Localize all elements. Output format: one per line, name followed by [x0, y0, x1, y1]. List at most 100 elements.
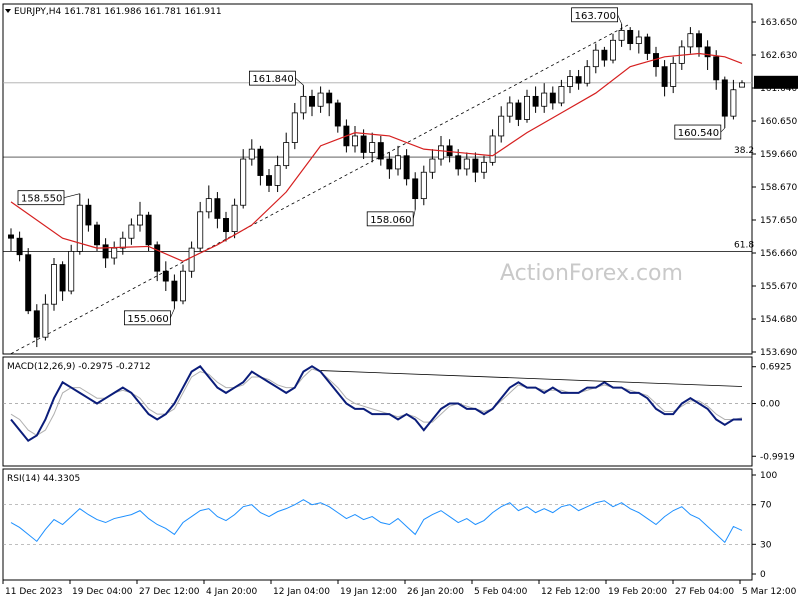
candle-body	[369, 142, 376, 153]
candle	[326, 89, 333, 117]
annotation-leader	[617, 14, 622, 24]
candle	[291, 102, 298, 150]
candle-body	[291, 112, 298, 143]
candle-body	[627, 29, 634, 44]
price-tick-label: 153.690	[760, 348, 797, 358]
candle-body	[197, 211, 204, 249]
candle-body	[128, 224, 135, 239]
candle-body	[618, 29, 625, 41]
candle	[171, 274, 178, 309]
candle-body	[412, 178, 419, 200]
candle	[240, 149, 247, 209]
rsi-line	[10, 499, 743, 544]
candle-body	[240, 158, 247, 206]
candle	[601, 46, 608, 67]
candle-body	[102, 244, 109, 259]
candle-body	[403, 155, 410, 180]
candle-body	[455, 155, 462, 170]
candle-body	[515, 102, 522, 120]
macd-label: MACD(12,26,9) -0.2975 -0.2712	[7, 362, 151, 372]
x-tick-label: 19 Dec 04:00	[72, 587, 133, 597]
candle	[592, 43, 599, 74]
candle	[403, 149, 410, 186]
price-annotation: 161.840	[248, 70, 304, 86]
candle-body	[601, 49, 608, 61]
price-tick-label: 156.660	[760, 249, 797, 259]
candle	[420, 165, 427, 206]
x-tick-label: 12 Feb 12:00	[541, 587, 600, 597]
candle	[68, 244, 75, 295]
candle	[524, 89, 530, 123]
candle-body	[481, 161, 487, 173]
candle	[515, 99, 522, 127]
fib-level-label: 38.2	[734, 146, 754, 156]
price-tick-label: 158.670	[760, 183, 797, 193]
candle	[498, 106, 505, 143]
candle	[197, 201, 204, 252]
candle-body	[111, 247, 118, 259]
candle-body	[274, 165, 281, 186]
candle	[429, 149, 436, 179]
candle-body	[498, 115, 505, 137]
candle-body	[696, 33, 702, 48]
candle-body	[713, 56, 720, 81]
candle	[154, 241, 161, 282]
rsi-tick-label: 70	[760, 501, 772, 511]
candle	[223, 211, 229, 242]
candle	[266, 168, 272, 193]
price-annotation: 158.550	[17, 190, 80, 206]
candle	[489, 129, 496, 166]
candle	[8, 228, 14, 252]
candle-body	[730, 89, 737, 117]
price-pane-frame	[2, 3, 753, 355]
candle	[463, 152, 470, 176]
candle-body	[446, 145, 453, 157]
candle-body	[334, 102, 341, 127]
candle-body	[661, 66, 668, 87]
candle-body	[33, 310, 40, 338]
price-tick-label: 154.680	[760, 315, 797, 325]
annotation-label: 163.700	[575, 11, 616, 22]
candle	[102, 238, 109, 268]
candle-body	[137, 214, 143, 226]
candle	[334, 99, 341, 133]
candle-body	[119, 237, 126, 249]
candle-body	[162, 270, 169, 282]
candle-body	[524, 95, 530, 120]
candle-body	[68, 251, 75, 292]
candle	[137, 201, 143, 232]
candle-body	[670, 62, 677, 87]
candle	[119, 231, 126, 255]
candle-body	[188, 247, 195, 272]
candle-body	[592, 49, 599, 68]
price-tick-label: 162.630	[760, 51, 797, 61]
candle-body	[94, 224, 100, 246]
fib-level-label: 61.8	[734, 240, 754, 250]
candle-body	[489, 135, 496, 163]
x-tick-label: 4 Jan 20:00	[206, 587, 258, 597]
ohlc-header: EURJPY,H4 161.781 161.986 161.781 161.91…	[14, 7, 222, 17]
watermark-text: ActionForex.com	[500, 261, 683, 286]
candle-body	[8, 234, 14, 239]
candle-body	[635, 36, 642, 44]
candle	[300, 85, 307, 120]
candle-body	[610, 39, 616, 61]
annotation-leader	[412, 209, 416, 219]
candle-body	[575, 76, 582, 84]
candle	[541, 83, 548, 113]
candle	[627, 27, 634, 51]
x-tick-label: 5 Feb 04:00	[474, 587, 528, 597]
candle	[481, 155, 487, 179]
current-price-label: 161.911	[758, 79, 795, 89]
price-annotation: 163.700	[571, 7, 622, 24]
current-price-tag	[754, 75, 798, 89]
candle-body	[300, 95, 307, 114]
price-tick-label: 163.650	[760, 18, 797, 28]
x-tick-label: 27 Feb 04:00	[675, 587, 734, 597]
candle	[696, 30, 702, 57]
candle	[317, 86, 324, 113]
rsi-tick-label: 100	[760, 471, 777, 481]
annotation-label: 160.540	[678, 128, 719, 139]
macd-tick-label: 0.6925	[760, 363, 792, 373]
